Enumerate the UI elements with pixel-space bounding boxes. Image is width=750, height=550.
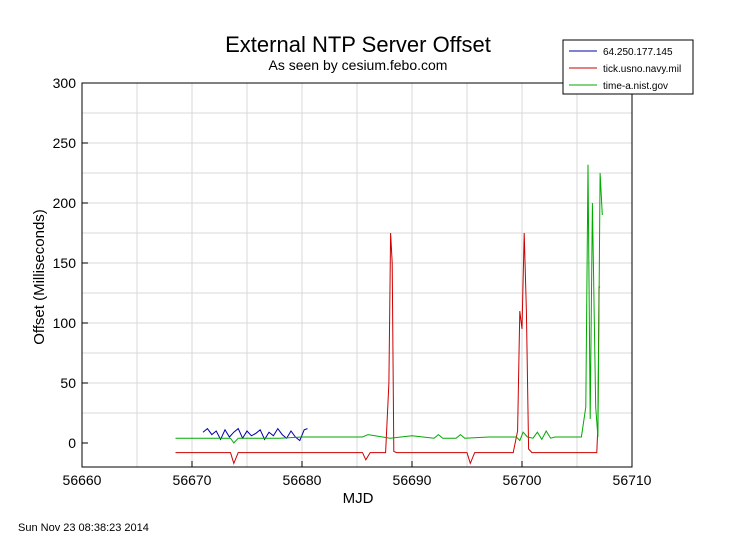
legend-label: tick.usno.navy.mil xyxy=(603,64,681,75)
y-axis-label: Offset (Milliseconds) xyxy=(31,209,48,345)
x-axis-label: MJD xyxy=(343,490,374,507)
x-tick-label: 56710 xyxy=(613,472,652,488)
axes: 56660 56670 56680 56690 56700 56710 0 50 100 150 2… xyxy=(53,75,652,488)
legend: 64.250.177.145 tick.usno.navy.mil time-a.n… xyxy=(562,39,694,95)
timestamp-footer: Sun Nov 23 08:38:23 2014 xyxy=(18,522,149,534)
x-tick-label: 56660 xyxy=(63,472,102,488)
y-tick-label: 0 xyxy=(68,435,76,451)
chart-subtitle: As seen by cesium.febo.com xyxy=(269,57,448,73)
series-group xyxy=(175,164,603,465)
x-tick-label: 56700 xyxy=(503,472,542,488)
legend-box xyxy=(562,39,694,95)
y-tick-label: 250 xyxy=(53,135,77,151)
x-tick-label: 56680 xyxy=(283,472,322,488)
chart-title: External NTP Server Offset xyxy=(225,32,491,57)
legend-label: 64.250.177.145 xyxy=(603,47,673,58)
y-tick-label: 300 xyxy=(53,75,77,91)
series-line-3 xyxy=(175,164,603,444)
grid-lines xyxy=(82,83,632,467)
chart-canvas: External NTP Server Offset As seen by ce… xyxy=(31,32,694,507)
x-tick-label: 56690 xyxy=(393,472,432,488)
x-tick-label: 56670 xyxy=(173,472,212,488)
y-tick-label: 150 xyxy=(53,255,77,271)
y-tick-label: 50 xyxy=(60,375,76,391)
series-line-2 xyxy=(175,232,601,465)
plot-frame xyxy=(81,82,633,468)
legend-label: time-a.nist.gov xyxy=(603,81,668,92)
y-tick-label: 100 xyxy=(53,315,77,331)
series-line-1 xyxy=(202,427,308,442)
y-tick-label: 200 xyxy=(53,195,77,211)
